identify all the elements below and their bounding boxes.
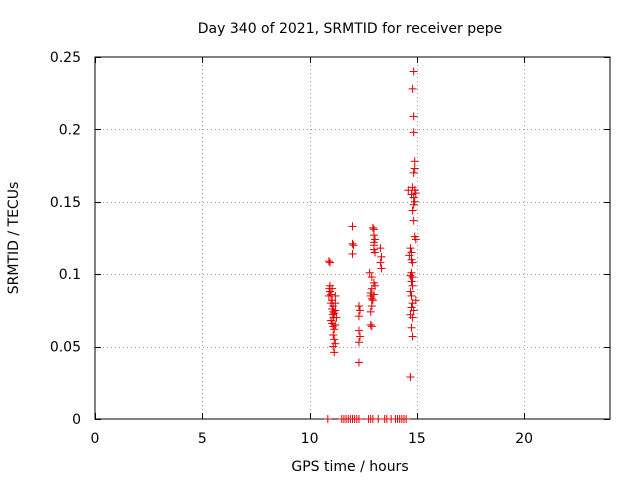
y-tick-label: 0.1: [59, 267, 81, 283]
data-point: [366, 307, 375, 316]
data-point: [408, 258, 417, 267]
data-point: [402, 415, 411, 423]
y-tick-label: 0.15: [50, 195, 81, 211]
plot-frame: [94, 56, 611, 420]
data-point: [354, 302, 363, 311]
data-point: [371, 281, 380, 290]
data-point: [410, 157, 419, 166]
data-point: [354, 338, 363, 347]
data-point: [328, 284, 337, 293]
data-point: [330, 335, 339, 344]
data-point: [330, 325, 339, 334]
data-point: [369, 290, 378, 299]
data-point: [411, 189, 420, 198]
data-point: [406, 271, 415, 280]
data-point: [369, 231, 378, 240]
y-tick-label: 0.25: [50, 50, 81, 66]
data-point: [365, 268, 374, 277]
data-point: [368, 296, 377, 305]
data-point: [408, 332, 417, 341]
data-point: [356, 332, 365, 341]
data-point: [332, 313, 341, 322]
data-point: [367, 294, 376, 303]
data-point: [329, 331, 338, 340]
data-point: [331, 291, 340, 300]
data-point: [356, 306, 365, 315]
data-point: [408, 84, 417, 93]
data-point: [406, 373, 415, 382]
data-point: [406, 244, 415, 253]
data-point: [376, 244, 385, 253]
data-point: [411, 235, 420, 244]
y-tick-label: 0.05: [50, 340, 81, 356]
data-point: [348, 239, 357, 248]
data-point: [409, 216, 418, 225]
data-point: [405, 251, 414, 260]
chart-title: Day 340 of 2021, SRMTID for receiver pep…: [198, 21, 502, 37]
data-point: [410, 164, 419, 173]
data-point: [354, 415, 363, 423]
data-point: [376, 258, 385, 267]
data-point: [354, 358, 363, 367]
y-tick-label: 0.2: [59, 122, 81, 138]
data-point: [409, 67, 418, 76]
data-point: [409, 306, 418, 315]
data-point: [377, 252, 386, 261]
data-point: [411, 296, 420, 305]
data-point: [329, 342, 338, 351]
data-point: [408, 206, 417, 215]
data-point: [324, 257, 333, 266]
data-point: [331, 306, 340, 315]
data-point: [323, 415, 332, 423]
data-point: [409, 168, 418, 177]
data-point: [331, 320, 340, 329]
data-point: [354, 326, 363, 335]
data-point: [368, 223, 377, 232]
y-axis-title: SRMTID / TECUs: [6, 182, 22, 295]
data-point: [348, 222, 357, 231]
data-point: [354, 312, 363, 321]
data-point: [408, 313, 417, 322]
data-point: [331, 299, 340, 308]
data-point: [408, 273, 417, 282]
data-point: [377, 264, 386, 273]
data-point: [407, 323, 416, 332]
data-point: [349, 241, 358, 250]
data-point: [409, 193, 418, 202]
data-point: [408, 281, 417, 290]
y-tick-label: 0: [72, 412, 81, 428]
data-point: [371, 248, 380, 257]
data-point: [325, 258, 334, 267]
data-point: [327, 290, 336, 299]
x-axis-title: GPS time / hours: [291, 459, 408, 475]
data-point: [407, 277, 416, 286]
data-point: [409, 200, 418, 209]
x-tick-label: 5: [198, 431, 207, 447]
ticks-layer: 0 5 10 15 20 0 0.05 0.1 0.15 0.2 0.25: [50, 50, 610, 447]
data-point: [367, 302, 376, 311]
x-tick-label: 10: [301, 431, 319, 447]
data-point: [367, 322, 376, 331]
data-point: [409, 112, 418, 121]
grid-layer: [95, 57, 610, 419]
data-point: [409, 128, 418, 137]
data-point: [367, 273, 376, 282]
x-tick-label: 0: [91, 431, 100, 447]
data-point: [348, 249, 357, 258]
x-tick-label: 15: [408, 431, 426, 447]
marks-layer: [323, 67, 420, 423]
data-point: [330, 348, 339, 357]
data-point: [366, 320, 375, 329]
data-point: [407, 291, 416, 300]
x-tick-label: 20: [515, 431, 533, 447]
data-point: [406, 287, 415, 296]
